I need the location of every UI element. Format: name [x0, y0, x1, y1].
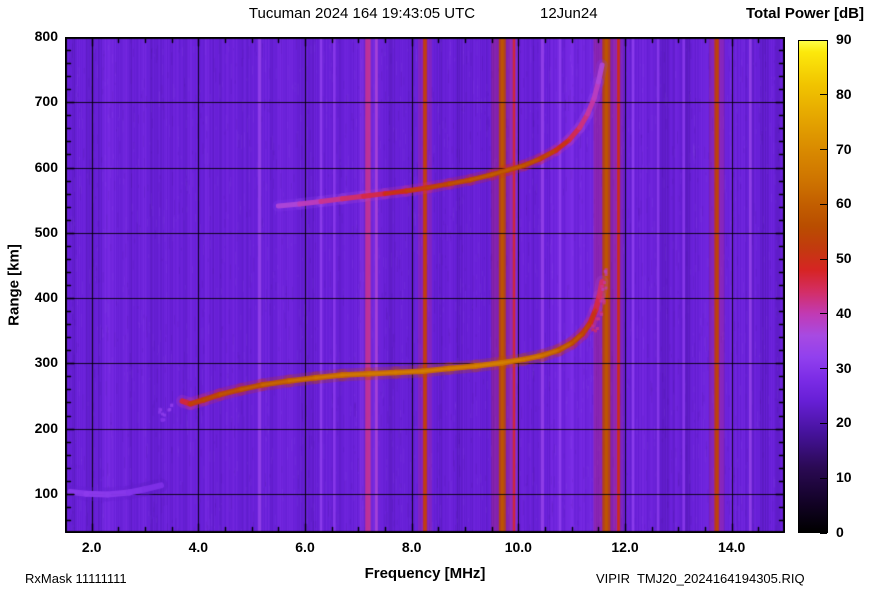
- footer-rxmask: RxMask 11111111: [25, 571, 127, 586]
- colorbar-tick-mark: [820, 313, 827, 315]
- colorbar-tick-mark: [820, 94, 827, 96]
- colorbar-tick-mark: [820, 258, 827, 260]
- y-tick-label: 600: [34, 158, 58, 175]
- y-tick-label: 200: [34, 419, 58, 436]
- colorbar-tick-label: 0: [836, 524, 844, 540]
- y-tick-label: 500: [34, 223, 58, 240]
- colorbar-tick-label: 10: [836, 469, 852, 486]
- chart-title: Tucuman 2024 164 19:43:05 UTC: [248, 5, 476, 22]
- colorbar-tick-label: 80: [836, 85, 852, 102]
- colorbar-gradient: [799, 41, 827, 532]
- colorbar-tick-mark: [820, 422, 827, 424]
- date-label: 12Jun24: [540, 5, 598, 22]
- colorbar: [798, 40, 828, 533]
- x-tick-label: 10.0: [504, 539, 532, 555]
- footer-filename: VIPIR TMJ20_2024164194305.RIQ: [596, 571, 805, 586]
- x-tick-label: 4.0: [188, 539, 209, 555]
- ionogram-plot-canvas: [65, 37, 785, 533]
- y-tick-label: 800: [34, 28, 58, 44]
- y-tick-label: 300: [34, 354, 58, 371]
- x-tick-label: 8.0: [401, 539, 422, 555]
- colorbar-tick-mark: [820, 149, 827, 151]
- colorbar-tick-label: 20: [836, 414, 852, 431]
- colorbar-tick-mark: [820, 477, 827, 479]
- x-tick-label: 2.0: [81, 539, 102, 555]
- x-axis-label: Frequency [MHz]: [364, 565, 486, 582]
- colorbar-tick-mark: [820, 39, 827, 41]
- x-tick-label: 14.0: [718, 539, 746, 555]
- colorbar-tick-label: 30: [836, 359, 852, 376]
- colorbar-tick-label: 90: [836, 31, 852, 47]
- y-tick-label: 700: [34, 93, 58, 110]
- x-tick-label: 6.0: [295, 539, 315, 555]
- colorbar-tick-mark: [820, 368, 827, 370]
- y-axis-label: Range [km]: [5, 244, 23, 326]
- x-tick-label: 12.0: [611, 539, 639, 555]
- colorbar-tick-label: 40: [836, 304, 852, 321]
- colorbar-tick-mark: [820, 203, 827, 205]
- colorbar-tick-mark: [820, 532, 827, 534]
- colorbar-title: Total Power [dB]: [745, 5, 864, 22]
- colorbar-tick-label: 60: [836, 195, 852, 212]
- colorbar-tick-label: 70: [836, 140, 852, 157]
- y-tick-label: 100: [34, 484, 58, 501]
- y-tick-label: 400: [34, 289, 58, 306]
- colorbar-tick-label: 50: [836, 250, 852, 267]
